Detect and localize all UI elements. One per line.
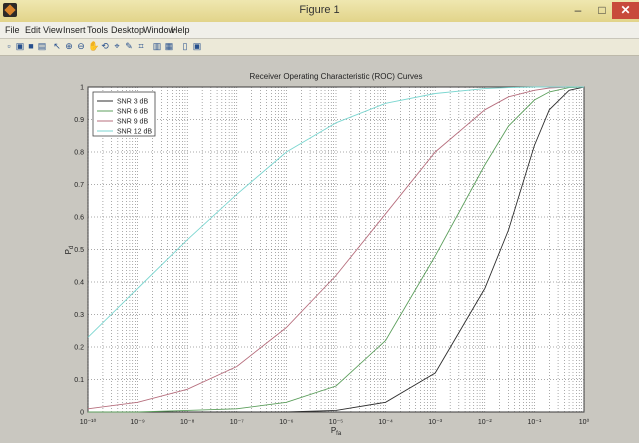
matlab-icon [3, 3, 17, 17]
x-axis-label: Pfa [331, 426, 342, 437]
series-line-4[interactable] [87, 86, 584, 338]
menu-bar: File Edit View Insert Tools Desktop Wind… [0, 22, 639, 39]
legend-label: SNR 9 dB [117, 119, 148, 126]
menu-view[interactable]: View [43, 25, 63, 35]
y-tick-label: 0.1 [74, 377, 84, 384]
x-tick-label: 10⁻¹ [527, 419, 541, 426]
show-plot-tools-icon[interactable]: ▣ [192, 41, 202, 51]
legend-label: SNR 6 dB [117, 109, 148, 116]
legend[interactable]: SNR 3 dB SNR 6 dB SNR 9 dB SNR 12 dB [92, 91, 156, 137]
y-tick-label: 0.6 [74, 215, 84, 222]
legend-entries: SNR 3 dB SNR 6 dB SNR 9 dB SNR 12 dB [97, 99, 152, 136]
x-tick-label: 10⁻⁸ [180, 419, 194, 426]
new-figure-icon[interactable]: ▫ [7, 41, 11, 51]
x-tick-label: 10⁻⁴ [378, 419, 393, 426]
x-tick-label: 10⁻⁷ [230, 419, 244, 426]
brush-icon[interactable]: ✎ [125, 41, 133, 51]
y-tick-label: 0.2 [74, 345, 84, 352]
x-tick-label: 10⁰ [579, 418, 590, 426]
link-icon[interactable]: ⌗ [138, 41, 144, 51]
series-line-3[interactable] [87, 86, 584, 410]
title-bar[interactable]: Figure 1 – □ ✕ [0, 0, 639, 23]
zoom-in-icon[interactable]: ⊕ [65, 41, 73, 51]
legend-label: SNR 12 dB [117, 129, 152, 136]
y-tick-label: 0.9 [74, 117, 84, 124]
maximize-button[interactable]: □ [598, 3, 606, 17]
series-line-2[interactable] [88, 86, 585, 413]
x-tick-label: 10⁻⁶ [279, 419, 293, 426]
window-title: Figure 1 [299, 4, 340, 16]
rotate-3d-icon[interactable]: ⟲ [101, 41, 109, 51]
figure-canvas: 10⁻¹⁰ 10⁻⁹ 10⁻⁸ 10⁻⁷ 10⁻⁶ 10⁻⁵ 10⁻⁴ 10⁻³ 10⁻² 10⁻… [0, 56, 639, 443]
save-icon[interactable]: ■ [28, 41, 34, 51]
data-cursor-icon[interactable]: ⌖ [114, 41, 120, 51]
close-button[interactable]: ✕ [612, 2, 639, 19]
menu-help[interactable]: Help [171, 25, 190, 35]
y-axis-label: Pd [64, 246, 75, 255]
menu-tools[interactable]: Tools [87, 25, 109, 35]
grid-lines [87, 87, 585, 412]
menu-edit[interactable]: Edit [25, 25, 41, 35]
hide-plot-tools-icon[interactable]: ▯ [182, 41, 188, 51]
x-tick-label: 10⁻¹⁰ [80, 418, 97, 426]
y-tick-label: 0.5 [74, 247, 84, 254]
y-tick-label: 0.4 [74, 280, 84, 287]
open-file-icon[interactable]: ▣ [15, 41, 25, 51]
roc-chart: 10⁻¹⁰ 10⁻⁹ 10⁻⁸ 10⁻⁷ 10⁻⁶ 10⁻⁵ 10⁻⁴ 10⁻³ 10⁻² 10⁻… [64, 72, 589, 437]
menu-window[interactable]: Window [143, 25, 176, 35]
menu-insert[interactable]: Insert [63, 25, 86, 35]
x-tick-label: 10⁻⁵ [329, 419, 343, 426]
edit-plot-icon[interactable]: ↖ [53, 41, 61, 51]
menu-file[interactable]: File [5, 25, 20, 35]
figure-toolbar: ▫ ▣ ■ ▤ ↖ ⊕ ⊖ ✋ ⟲ ⌖ ✎ ⌗ ▥ ▦ ▯ ▣ [0, 39, 639, 56]
series-line-1[interactable] [88, 86, 585, 413]
pan-icon[interactable]: ✋ [88, 41, 100, 51]
legend-box [92, 91, 156, 137]
y-tick-label: 0.7 [74, 182, 84, 189]
y-tick-label: 1 [80, 85, 84, 92]
menu-desktop[interactable]: Desktop [111, 25, 145, 35]
x-tick-label: 10⁻³ [428, 419, 442, 426]
x-tick-label: 10⁻² [478, 419, 492, 426]
print-icon[interactable]: ▤ [37, 41, 47, 51]
minimize-button[interactable]: – [574, 3, 582, 17]
x-tick-label: 10⁻⁹ [130, 419, 144, 426]
y-tick-label: 0.8 [74, 150, 84, 157]
chart-title: Receiver Operating Characteristic (ROC) … [250, 72, 423, 81]
y-tick-label: 0.3 [74, 312, 84, 319]
legend-label: SNR 3 dB [117, 99, 148, 106]
series-lines [87, 86, 585, 413]
y-tick-label: 0 [80, 410, 84, 417]
legend-icon[interactable]: ▦ [164, 41, 174, 51]
zoom-out-icon[interactable]: ⊖ [77, 41, 85, 51]
colorbar-icon[interactable]: ▥ [152, 41, 162, 51]
tick-labels: 10⁻¹⁰ 10⁻⁹ 10⁻⁸ 10⁻⁷ 10⁻⁶ 10⁻⁵ 10⁻⁴ 10⁻³ 10⁻² 10⁻… [74, 85, 589, 427]
